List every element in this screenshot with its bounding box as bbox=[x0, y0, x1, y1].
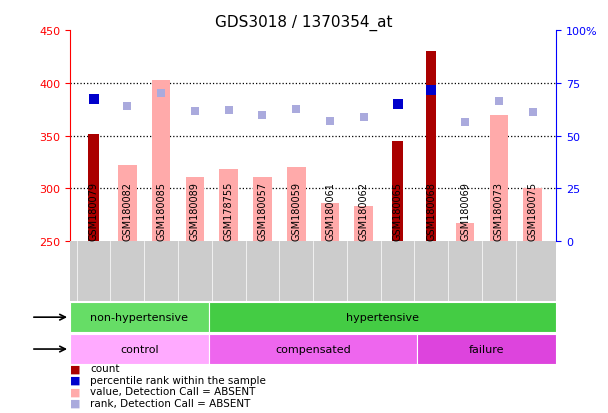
Bar bbox=[118, 166, 137, 242]
Bar bbox=[287, 168, 306, 242]
Bar bbox=[354, 207, 373, 242]
Bar bbox=[392, 142, 402, 242]
Bar bbox=[219, 170, 238, 242]
Text: ■: ■ bbox=[70, 363, 80, 373]
Bar bbox=[88, 134, 98, 242]
Bar bbox=[209, 334, 417, 364]
Bar bbox=[209, 302, 556, 332]
Bar bbox=[489, 115, 508, 242]
Bar bbox=[70, 302, 209, 332]
Text: compensated: compensated bbox=[275, 344, 351, 354]
Bar bbox=[523, 189, 542, 242]
Text: value, Detection Call = ABSENT: value, Detection Call = ABSENT bbox=[90, 387, 255, 396]
Text: count: count bbox=[90, 363, 120, 373]
Text: GDS3018 / 1370354_at: GDS3018 / 1370354_at bbox=[215, 14, 393, 31]
Bar bbox=[417, 334, 556, 364]
Text: percentile rank within the sample: percentile rank within the sample bbox=[90, 375, 266, 385]
Bar bbox=[426, 52, 437, 242]
Text: control: control bbox=[120, 344, 159, 354]
Bar bbox=[152, 81, 170, 242]
Text: ■: ■ bbox=[70, 387, 80, 396]
Bar bbox=[185, 177, 204, 242]
Bar bbox=[70, 334, 209, 364]
Text: ■: ■ bbox=[70, 398, 80, 408]
Bar bbox=[321, 204, 339, 242]
Bar bbox=[253, 177, 272, 242]
Text: ■: ■ bbox=[70, 375, 80, 385]
Bar bbox=[456, 224, 474, 242]
Text: hypertensive: hypertensive bbox=[346, 312, 419, 323]
Text: non-hypertensive: non-hypertensive bbox=[91, 312, 188, 323]
Text: failure: failure bbox=[469, 344, 505, 354]
Text: rank, Detection Call = ABSENT: rank, Detection Call = ABSENT bbox=[90, 398, 250, 408]
